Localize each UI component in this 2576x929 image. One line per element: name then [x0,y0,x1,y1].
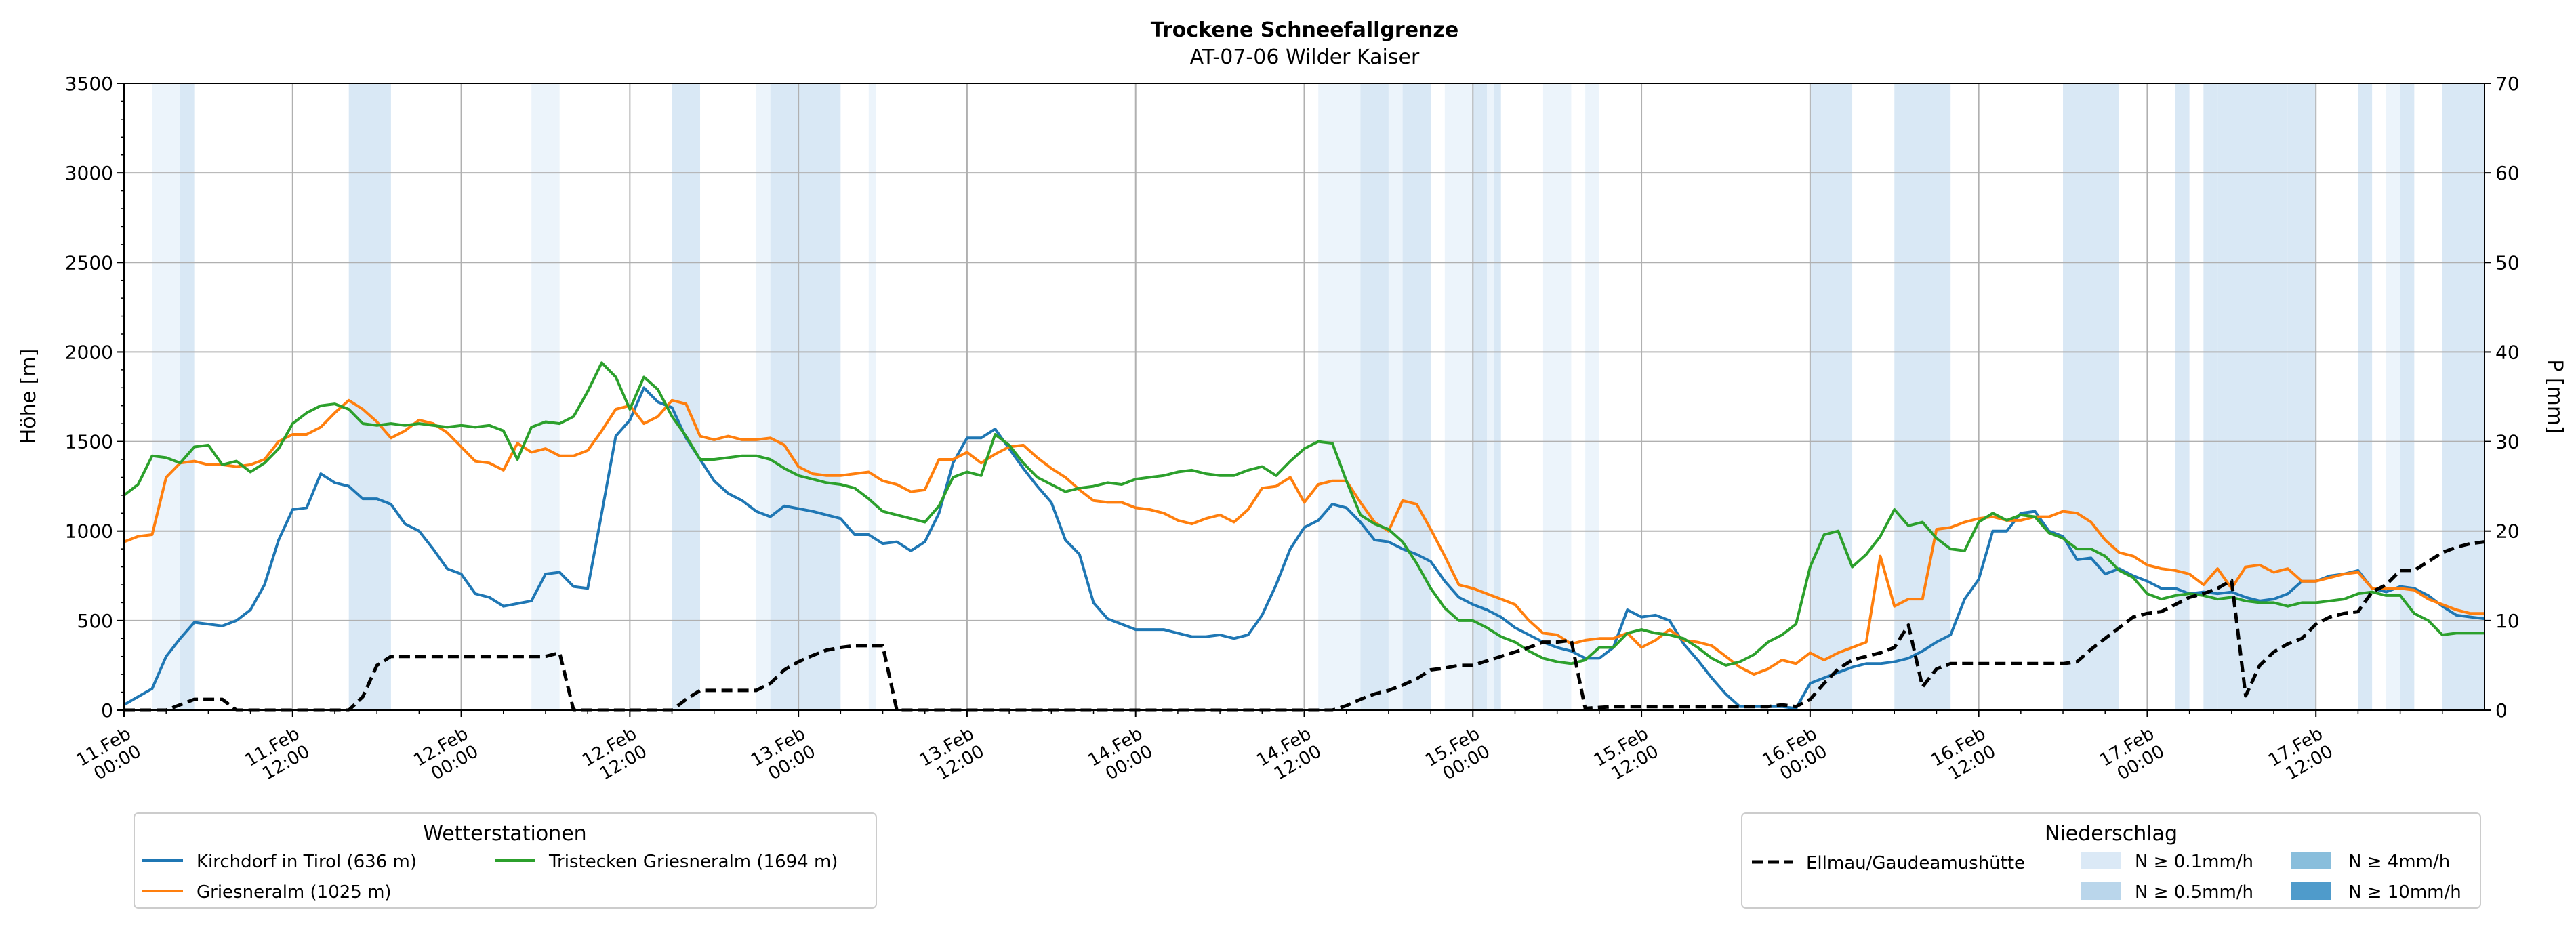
precip-band-medium-1 [348,83,391,710]
y-axis-label: Höhe [m] [17,349,41,445]
legend-swatch-2 [2291,852,2331,869]
precip-band-medium-11 [2063,83,2119,710]
series-line-3 [124,540,2485,712]
precip-band-medium-6 [1402,83,1431,710]
precip-band-medium-10 [1894,83,1951,710]
ytick-label-6: 3000 [65,162,113,184]
y2tick-label-3: 30 [2495,431,2520,453]
legend-swatch-1 [2081,882,2121,900]
series-line-0 [123,386,2485,710]
xtick-label-3: 12.Feb12:00 [579,724,651,789]
precip-band-medium-17 [2400,83,2415,710]
y2tick-label-4: 40 [2495,341,2520,363]
precip-band-light-1 [531,83,560,710]
xtick-label-11: 16.Feb12:00 [1927,724,1999,789]
legend-label-ellmau: Ellmau/Gaudeamushütte [1806,853,2025,873]
xtick-label-8: 15.Feb00:00 [1422,724,1494,789]
legend-label-swatch-2: N ≥ 4mm/h [2348,852,2450,872]
precip-band-medium-15 [2287,83,2316,710]
xtick-label-10: 16.Feb00:00 [1759,724,1831,789]
precip-band-light-9 [1585,83,1599,710]
chart-title: Trockene Schneefallgrenze [1151,18,1458,42]
precip-band-light-6 [1444,83,1473,710]
legend-label-tristecken: Tristecken Griesneralm (1694 m) [548,852,838,872]
precip-band-light-4 [1318,83,1361,710]
precip-band-light-2 [756,83,771,710]
ytick-label-2: 1000 [65,520,113,543]
xtick-label-7: 14.Feb12:00 [1253,724,1325,789]
legend-swatch-3 [2291,882,2331,900]
legend-label-griesneralm: Griesneralm (1025 m) [197,882,392,903]
y2-axis-label: P [mm] [2543,359,2567,433]
precip-band-medium-2 [672,83,701,710]
xtick-label-1: 11.Feb12:00 [242,724,314,789]
ytick-label-0: 0 [101,699,113,722]
precip-band-light-8 [1542,83,1572,710]
legend-label-swatch-1: N ≥ 0.5mm/h [2135,882,2253,903]
xtick-label-2: 12.Feb00:00 [410,724,482,789]
precip-band-medium-9 [1810,83,1853,710]
precip-band-medium-12 [2175,83,2190,710]
y2tick-label-5: 50 [2495,251,2520,274]
precip-band-light-7 [1487,83,1494,710]
precip-band-medium-16 [2358,83,2373,710]
axis-ticks: 0 500 1000 1500 2000 2500 3000 3500 0 10 20 30 40 50 6… [65,73,2520,789]
y2tick-label-1: 10 [2495,610,2520,632]
ytick-label-4: 2000 [65,341,113,363]
precip-band-light-10 [2386,83,2400,710]
precip-band-medium-5 [1360,83,1389,710]
legend-label-swatch-3: N ≥ 10mm/h [2348,882,2461,903]
xtick-label-0: 11.Feb00:00 [73,724,145,789]
series-line-1 [123,398,2485,676]
y2tick-label-6: 60 [2495,162,2520,184]
ytick-label-5: 2500 [65,251,113,274]
y2tick-label-2: 20 [2495,520,2520,543]
xtick-label-4: 13.Feb00:00 [748,724,819,789]
legend-label-kirchdorf: Kirchdorf in Tirol (636 m) [197,852,417,872]
precip-band-medium-4 [798,83,841,710]
data-series [123,361,2485,712]
ytick-label-3: 1500 [65,431,113,453]
precip-band-light-5 [1388,83,1403,710]
grid-lines [123,83,2485,711]
series-line-2 [123,361,2485,667]
xtick-label-9: 15.Feb12:00 [1591,724,1662,789]
precip-band-medium-7 [1473,83,1488,710]
xtick-label-5: 13.Feb12:00 [916,724,988,789]
y2tick-label-0: 0 [2495,699,2508,722]
ytick-label-1: 500 [77,610,113,632]
legend-stations: Wetterstationen Kirchdorf in Tirol (636 … [134,812,877,909]
precip-band-medium-18 [2442,83,2485,710]
xtick-label-12: 17.Feb00:00 [2096,724,2168,789]
precip-band-medium-0 [180,83,195,710]
ytick-label-7: 3500 [65,73,113,95]
precip-band-light-3 [868,83,876,710]
precip-band-medium-8 [1494,83,1501,710]
legend-stations-title: Wetterstationen [423,822,586,846]
xtick-label-13: 17.Feb12:00 [2265,724,2337,789]
precip-band-medium-13 [2203,83,2218,710]
legend-swatch-0 [2081,852,2121,869]
legend-label-swatch-0: N ≥ 0.1mm/h [2135,852,2253,872]
precip-band-medium-3 [770,83,799,710]
y2tick-label-7: 70 [2495,73,2520,95]
precip-band-light-0 [152,83,180,710]
xtick-label-6: 14.Feb00:00 [1085,724,1157,789]
legend-precipitation-title: Niederschlag [2045,822,2178,846]
chart-subtitle: AT-07-06 Wilder Kaiser [1190,45,1420,69]
precip-band-medium-14 [2217,83,2288,710]
legend-precipitation: Niederschlag Ellmau/Gaudeamushütte N ≥ 0… [1741,812,2481,909]
